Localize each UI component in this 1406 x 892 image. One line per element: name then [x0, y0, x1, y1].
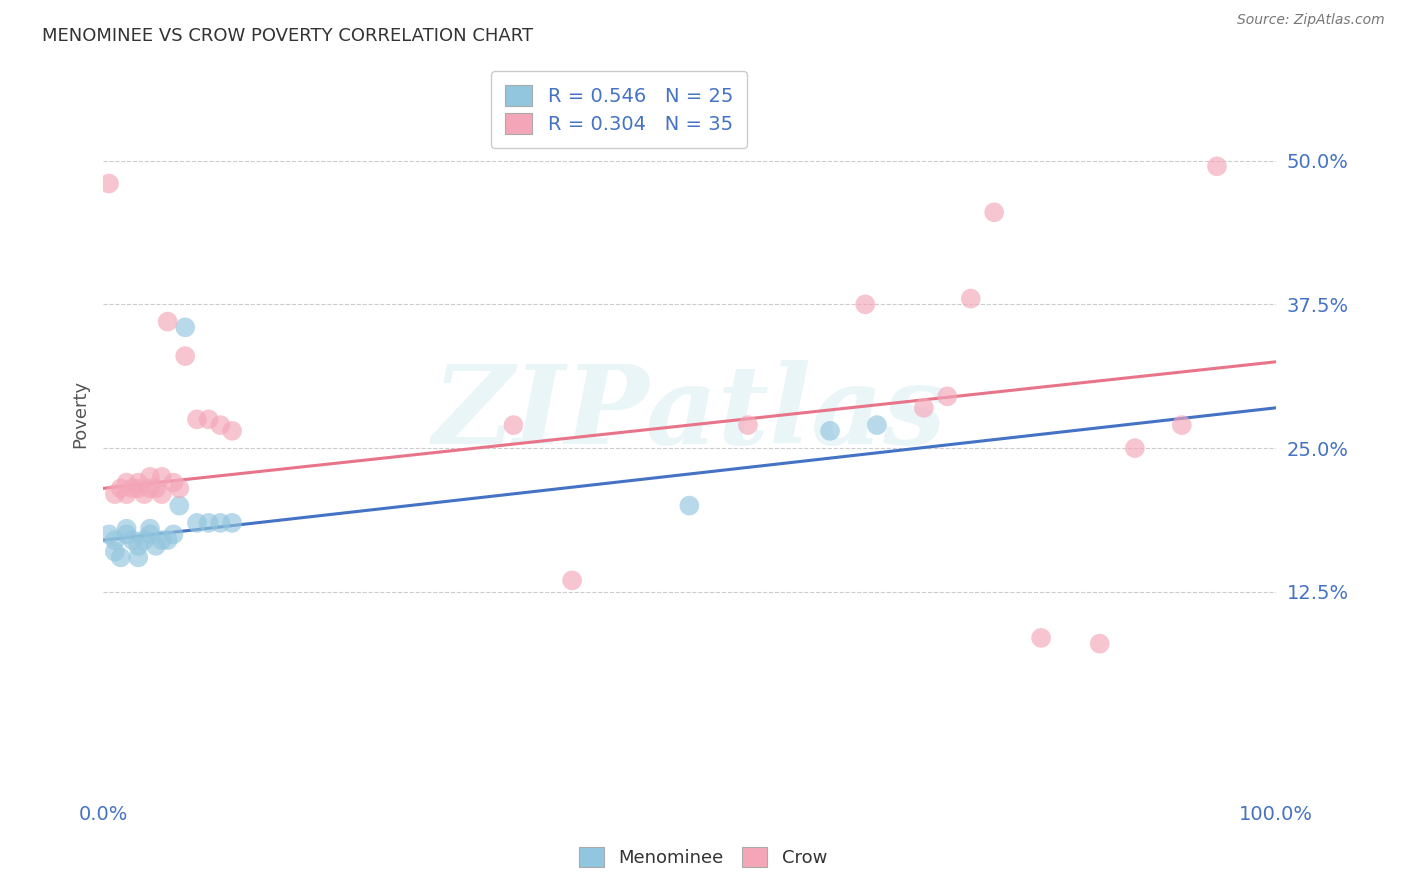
Point — [127, 482, 149, 496]
Point — [936, 389, 959, 403]
Point — [121, 482, 143, 496]
Point — [121, 533, 143, 548]
Point — [1123, 441, 1146, 455]
Point — [150, 487, 173, 501]
Point — [209, 418, 232, 433]
Point — [1029, 631, 1052, 645]
Point — [139, 527, 162, 541]
Point — [169, 482, 191, 496]
Point — [145, 482, 167, 496]
Point — [169, 499, 191, 513]
Point — [1206, 159, 1229, 173]
Legend: Menominee, Crow: Menominee, Crow — [572, 839, 834, 874]
Point — [127, 539, 149, 553]
Point — [737, 418, 759, 433]
Point — [678, 499, 700, 513]
Text: MENOMINEE VS CROW POVERTY CORRELATION CHART: MENOMINEE VS CROW POVERTY CORRELATION CH… — [42, 27, 533, 45]
Point — [134, 487, 156, 501]
Point — [221, 516, 243, 530]
Text: 0.0%: 0.0% — [79, 805, 128, 823]
Point — [115, 475, 138, 490]
Point — [150, 470, 173, 484]
Point — [912, 401, 935, 415]
Point — [959, 292, 981, 306]
Point — [110, 482, 132, 496]
Point — [818, 424, 841, 438]
Point — [1088, 637, 1111, 651]
Point — [174, 349, 197, 363]
Point — [561, 574, 583, 588]
Point — [197, 412, 219, 426]
Point — [866, 418, 889, 433]
Point — [127, 550, 149, 565]
Text: 100.0%: 100.0% — [1239, 805, 1313, 823]
Point — [186, 412, 208, 426]
Point — [502, 418, 524, 433]
Point — [127, 475, 149, 490]
Point — [156, 533, 179, 548]
Point — [115, 487, 138, 501]
Point — [115, 522, 138, 536]
Point — [98, 527, 121, 541]
Point — [209, 516, 232, 530]
Legend: R = 0.546   N = 25, R = 0.304   N = 35: R = 0.546 N = 25, R = 0.304 N = 35 — [491, 71, 747, 148]
Point — [115, 527, 138, 541]
Point — [983, 205, 1005, 219]
Point — [110, 550, 132, 565]
Point — [134, 533, 156, 548]
Text: ZIPatlas: ZIPatlas — [433, 359, 946, 467]
Point — [186, 516, 208, 530]
Y-axis label: Poverty: Poverty — [72, 379, 89, 448]
Point — [853, 297, 876, 311]
Point — [139, 482, 162, 496]
Point — [98, 177, 121, 191]
Point — [197, 516, 219, 530]
Text: Source: ZipAtlas.com: Source: ZipAtlas.com — [1237, 13, 1385, 28]
Point — [221, 424, 243, 438]
Point — [139, 470, 162, 484]
Point — [156, 315, 179, 329]
Point — [1171, 418, 1194, 433]
Point — [150, 533, 173, 548]
Point — [145, 539, 167, 553]
Point — [104, 533, 127, 548]
Point — [139, 522, 162, 536]
Point — [104, 544, 127, 558]
Point — [174, 320, 197, 334]
Point — [162, 527, 184, 541]
Point — [162, 475, 184, 490]
Point — [104, 487, 127, 501]
